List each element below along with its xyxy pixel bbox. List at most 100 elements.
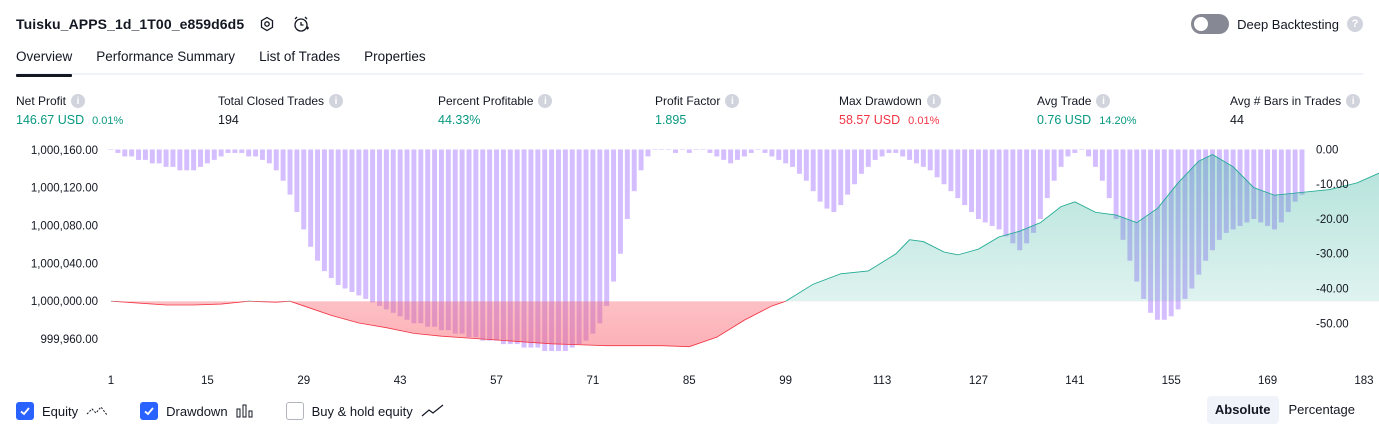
- drawdown-bar: [735, 149, 740, 160]
- drawdown-bar: [149, 149, 155, 164]
- info-icon[interactable]: i: [538, 94, 553, 108]
- tab-list-of-trades[interactable]: List of Trades: [259, 49, 341, 64]
- drawdown-bar: [590, 149, 596, 334]
- drawdown-bar: [741, 149, 747, 157]
- drawdown-bar: [1258, 149, 1264, 223]
- drawdown-bar: [177, 149, 183, 171]
- equity-loss-area: [111, 301, 1379, 347]
- drawdown-bar: [377, 149, 382, 306]
- drawdown-toggle[interactable]: Drawdown: [140, 402, 253, 420]
- drawdown-bar: [817, 149, 823, 202]
- drawdown-bar: [225, 149, 231, 153]
- drawdown-bar: [803, 149, 809, 181]
- drawdown-bar: [907, 149, 913, 160]
- absolute-button[interactable]: Absolute: [1206, 396, 1279, 424]
- drawdown-bar: [679, 149, 685, 150]
- percentage-button[interactable]: Percentage: [1288, 402, 1356, 417]
- scale-mode-switch: Absolute Percentage: [1206, 396, 1363, 424]
- checkbox-checked-icon[interactable]: [140, 402, 159, 420]
- info-icon[interactable]: i: [329, 94, 344, 108]
- info-icon[interactable]: i: [1096, 94, 1111, 108]
- drawdown-bar: [638, 149, 644, 171]
- drawdown-bar: [934, 149, 940, 178]
- drawdown-bar: [246, 149, 252, 157]
- drawdown-bar: [728, 149, 734, 164]
- settings-gear-icon[interactable]: [256, 13, 278, 35]
- drawdown-bar: [583, 149, 589, 341]
- drawdown-bar: [397, 149, 403, 317]
- drawdown-bar: [1251, 149, 1257, 219]
- y-left-tick-label: 1,000,160.00: [31, 145, 98, 157]
- drawdown-bar: [1072, 149, 1078, 153]
- info-icon[interactable]: i: [926, 94, 941, 108]
- drawdown-toggle-label: Drawdown: [166, 403, 228, 419]
- drawdown-bar: [452, 149, 458, 334]
- y-right-tick-label: -10.00: [1316, 179, 1349, 191]
- deep-backtesting-label: Deep Backtesting: [1237, 16, 1339, 32]
- info-icon[interactable]: i: [71, 94, 86, 108]
- drawdown-bar: [363, 149, 369, 299]
- stat-value: 44: [1230, 113, 1244, 127]
- stat-value: 146.67 USD: [16, 113, 85, 127]
- x-tick-label: 57: [490, 375, 503, 387]
- tab-performance-summary[interactable]: Performance Summary: [96, 49, 236, 64]
- drawdown-bar: [872, 149, 878, 160]
- drawdown-bar: [273, 149, 279, 171]
- drawdown-bar: [136, 149, 142, 160]
- equity-drawdown-chart[interactable]: 1,000,160.00 1,000,120.00 1,000,080.00 1,00…: [0, 140, 1379, 390]
- stat-value: 58.57 USD: [839, 113, 901, 127]
- drawdown-bar: [1134, 149, 1140, 282]
- drawdown-bar: [1120, 149, 1126, 240]
- drawdown-bar: [652, 149, 658, 150]
- drawdown-bar: [253, 149, 259, 157]
- drawdown-bar: [418, 149, 424, 324]
- drawdown-bar: [1106, 149, 1112, 199]
- drawdown-bar: [342, 149, 348, 289]
- drawdown-bar: [1113, 149, 1119, 219]
- y-left-tick-label: 1,000,080.00: [31, 221, 98, 233]
- deep-backtesting-toggle[interactable]: [1191, 14, 1230, 34]
- info-icon[interactable]: i: [725, 94, 740, 108]
- x-tick-label: 29: [297, 375, 310, 387]
- drawdown-bar: [707, 149, 713, 153]
- drawdown-bar: [1058, 149, 1064, 167]
- drawdown-bar: [969, 149, 975, 213]
- drawdown-bar: [838, 149, 844, 206]
- stat-net-profit: Net Profit i 146.67 USD 0.01%: [16, 93, 123, 127]
- drawdown-bar: [390, 149, 396, 313]
- drawdown-bar: [466, 149, 472, 338]
- y-axis-right: 0.00 -10.00 -20.00 -30.00 -40.00 -50.00: [1316, 144, 1349, 330]
- drawdown-bar: [1065, 149, 1071, 157]
- checkbox-checked-icon[interactable]: [16, 402, 34, 420]
- drawdown-bar: [129, 149, 135, 157]
- drawdown-bar: [507, 149, 513, 345]
- drawdown-bar: [556, 149, 561, 352]
- stat-label: Percent Profitable: [438, 94, 534, 108]
- drawdown-bar: [879, 149, 885, 157]
- y-right-tick-label: 0.00: [1316, 144, 1338, 156]
- buy-hold-toggle[interactable]: Buy & hold equity: [285, 402, 445, 420]
- drawdown-bar: [686, 149, 692, 153]
- drawdown-bar: [115, 149, 121, 153]
- drawdown-bar: [191, 149, 197, 171]
- alarm-clock-icon[interactable]: [290, 13, 312, 35]
- stat-percent: 14.20%: [1099, 115, 1137, 127]
- drawdown-bar: [700, 149, 706, 150]
- drawdown-bar: [810, 149, 816, 192]
- stat-label: Max Drawdown: [839, 94, 922, 108]
- drawdown-bars-icon: [236, 404, 253, 418]
- equity-profit-area: [785, 154, 1379, 302]
- checkbox-unchecked-icon[interactable]: [285, 402, 304, 420]
- equity-toggle[interactable]: Equity: [16, 402, 108, 420]
- drawdown-bar: [122, 149, 128, 157]
- help-icon[interactable]: ?: [1347, 16, 1363, 32]
- series-toggles: Equity Drawdown Buy & hold equity: [16, 398, 477, 424]
- tab-properties[interactable]: Properties: [364, 49, 426, 64]
- info-icon[interactable]: i: [1346, 94, 1361, 108]
- drawdown-bar: [549, 149, 555, 352]
- y-left-tick-label: 1,000,120.00: [31, 183, 98, 195]
- drawdown-bar: [1031, 149, 1036, 233]
- drawdown-bar: [900, 149, 906, 157]
- tab-overview[interactable]: Overview: [16, 44, 73, 77]
- drawdown-bar: [1017, 149, 1023, 251]
